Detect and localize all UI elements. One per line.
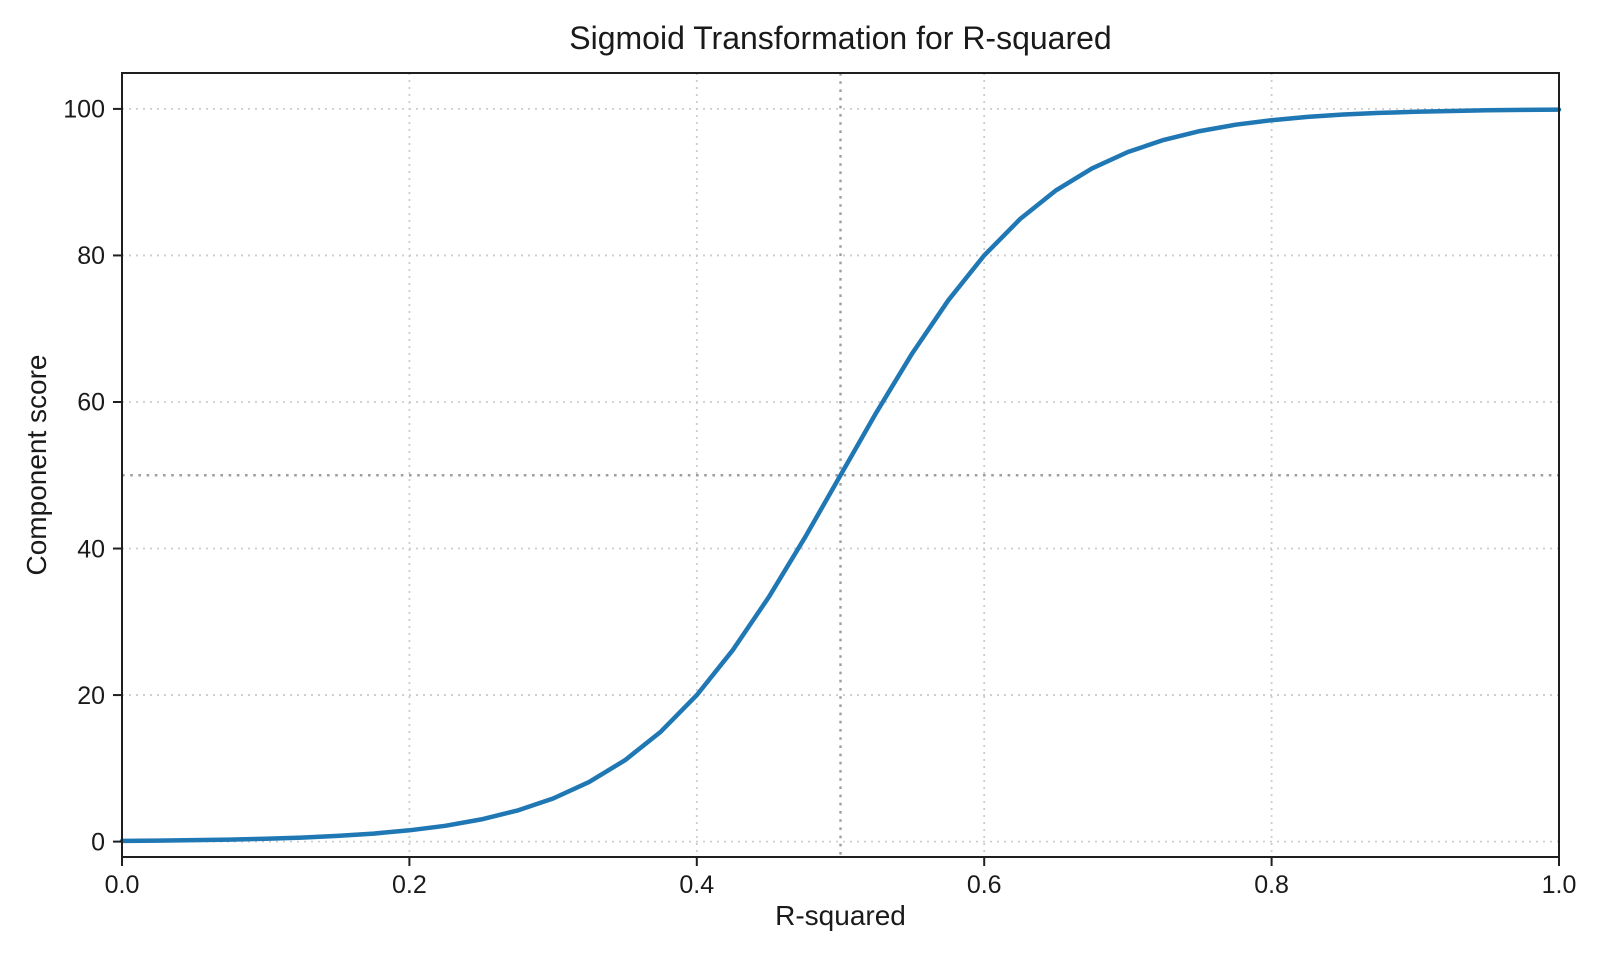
plot-spines [121,72,1560,858]
x-axis-label: R-squared [775,900,906,931]
chart-title: Sigmoid Transformation for R-squared [569,20,1111,56]
y-tick-label: 0 [91,828,105,856]
grid-layer [122,73,1559,857]
reference-lines-layer [122,73,1559,857]
x-tick-label: 0.2 [392,871,427,899]
x-tick-label: 0.4 [679,871,714,899]
tick-label-layer: 0.0 0.2 0.4 0.6 0.8 1.0 0 20 40 60 80 100 [63,96,1576,899]
x-tick-label: 0.6 [967,871,1002,899]
y-tick-label: 100 [63,96,105,124]
y-tick-label: 20 [77,682,105,710]
tick-layer [113,107,1560,866]
spine-layer [121,72,1560,858]
x-tick-label: 0.8 [1254,871,1289,899]
y-tick-label: 60 [77,389,105,417]
y-axis-label: Component score [21,354,52,575]
sigmoid-curve [119,107,1562,844]
curve-layer [119,107,1562,844]
x-tick-label: 0.0 [105,871,140,899]
x-tick-label: 1.0 [1542,871,1577,899]
y-tick-label: 40 [77,535,105,563]
y-tick-label: 80 [77,242,105,270]
